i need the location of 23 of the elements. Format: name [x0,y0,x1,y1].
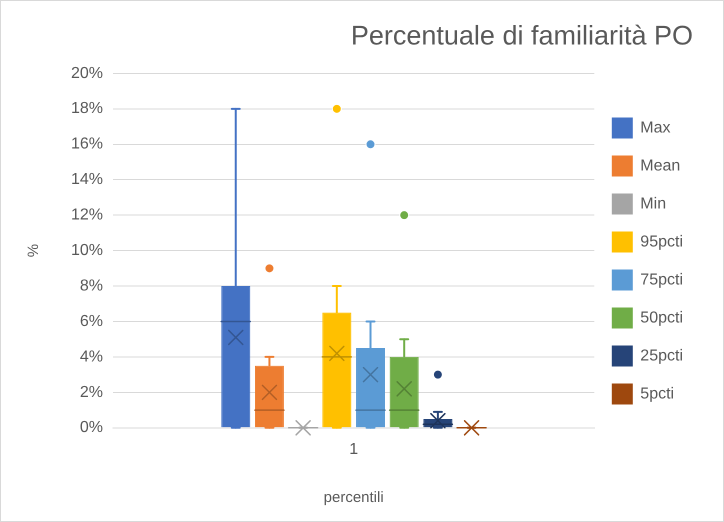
y-tick-label: 0% [80,419,104,436]
y-axis-title: % [25,244,42,258]
legend-label: Min [640,195,666,212]
legend-label: 5pcti [640,385,674,402]
y-tick-label: 14% [70,171,104,188]
chart-title: Percentuale di familiarità PO [350,20,693,51]
y-tick-label: 16% [70,136,104,153]
x-axis-title: percentili [324,489,384,506]
y-tick-label: 2% [80,384,104,401]
x-tick-label: 1 [349,440,358,458]
y-tick-label: 8% [80,277,104,294]
legend-label: 25pcti [640,347,684,364]
legend-label: 50pcti [640,309,684,326]
y-tick-label: 20% [70,64,104,82]
legend-label: Max [640,119,671,136]
legend-label: Mean [640,157,680,174]
y-tick-label: 12% [70,206,104,224]
y-tick-label: 4% [80,348,104,366]
legend-label: 95pcti [640,233,684,250]
y-tick-label: 10% [70,242,104,260]
y-tick-label: 6% [80,312,104,330]
y-tick-label: 18% [70,100,104,118]
legend-label: 75pcti [640,271,684,288]
